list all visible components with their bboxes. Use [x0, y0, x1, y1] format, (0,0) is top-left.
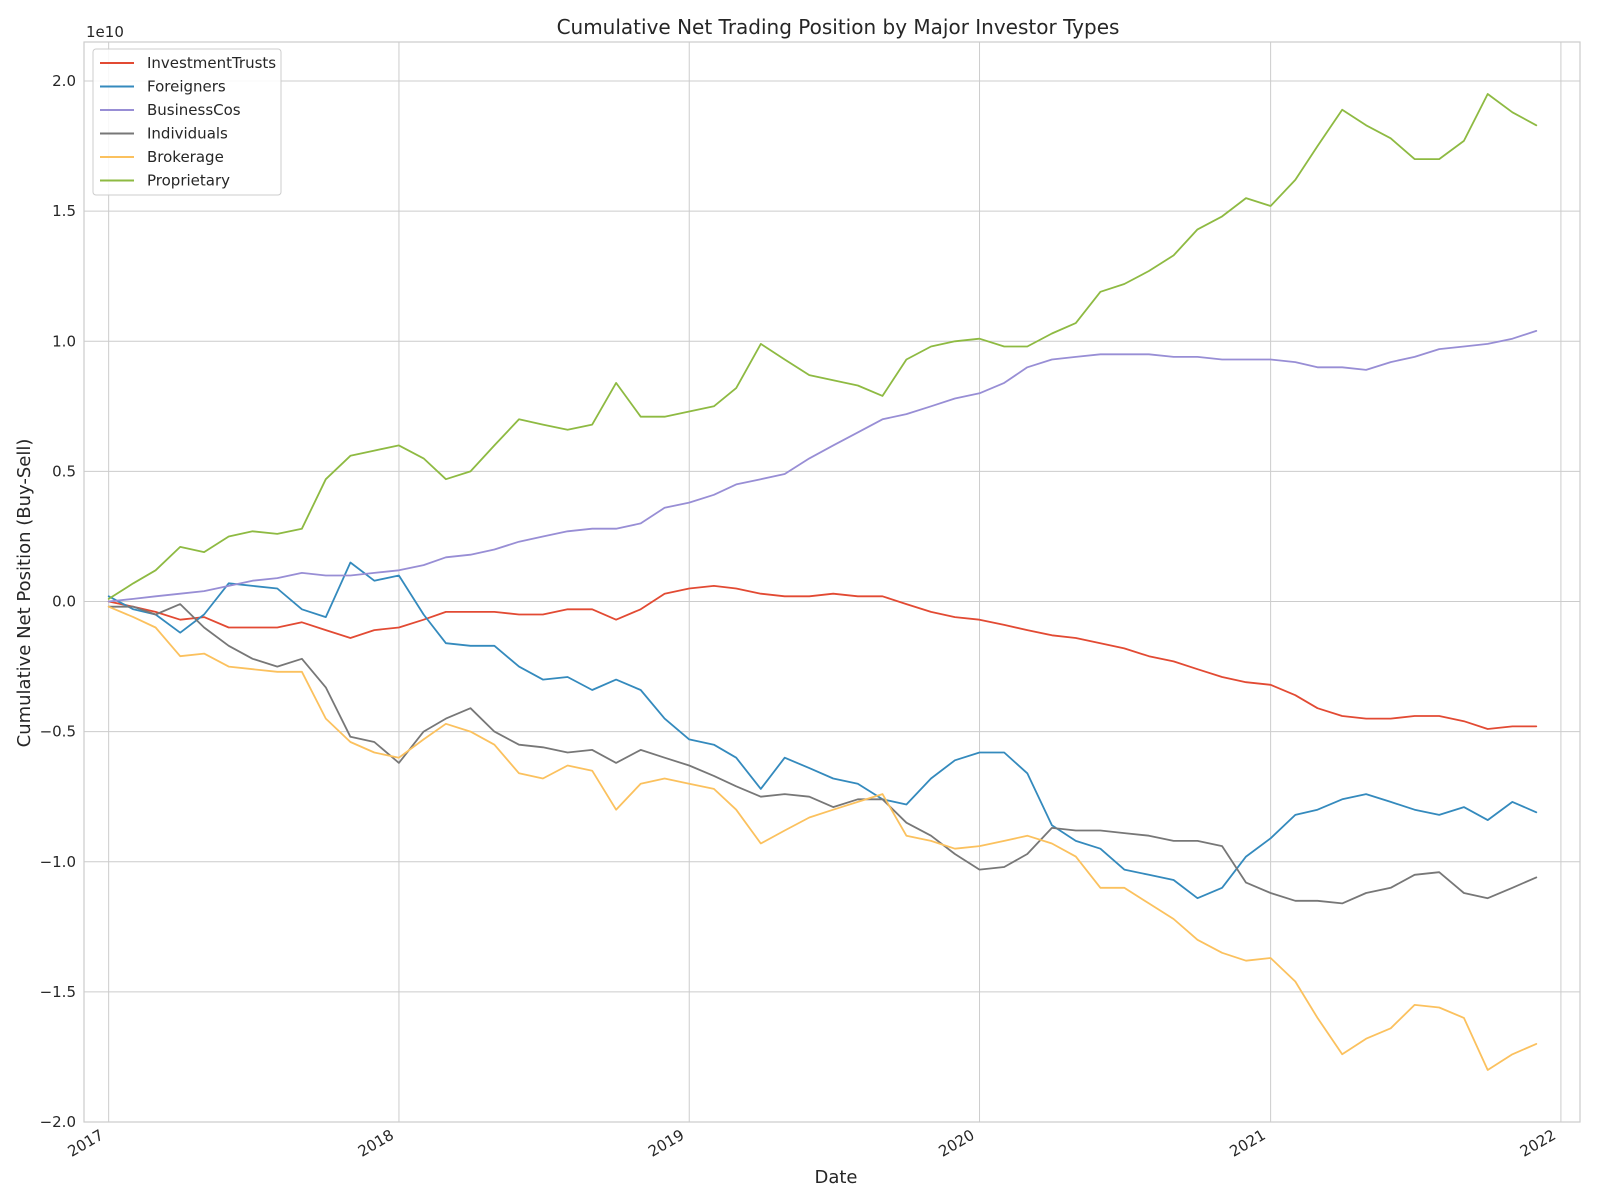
legend: InvestmentTrusts Foreigners BusinessCos Ind…: [92, 48, 282, 196]
series-line-individuals: [107, 603, 1538, 905]
legend-label: Brokerage: [147, 148, 224, 166]
y-tick-label: 2.0: [52, 72, 76, 90]
plot-area: [83, 41, 1581, 1123]
legend-label: Proprietary: [147, 172, 230, 190]
y-tick-label: 1.0: [52, 332, 76, 350]
series-lines: [107, 93, 1538, 1071]
series-line-proprietary: [107, 93, 1538, 600]
y-tick-label: −1.0: [40, 853, 76, 871]
plot-frame: [83, 41, 1581, 1123]
y-tick-label: −2.0: [40, 1113, 76, 1131]
legend-label: BusinessCos: [147, 101, 241, 119]
y-tick-label: 0.5: [52, 462, 76, 480]
legend-label: Individuals: [147, 125, 228, 143]
y-axis-label: Cumulative Net Position (Buy-Sell): [14, 439, 35, 748]
y-tick-label: 1.5: [52, 202, 76, 220]
y-tick-label: −0.5: [40, 723, 76, 741]
series-line-brokerage: [107, 605, 1538, 1071]
legend-label: InvestmentTrusts: [147, 54, 276, 72]
y-tick-label: −1.5: [40, 983, 76, 1001]
y-tick-label: 0.0: [52, 593, 76, 611]
plot-background: [84, 42, 1580, 1122]
x-axis-label: Date: [814, 1167, 857, 1188]
y-axis-ticks: −2.0 −1.5 −1.0 −0.5 0.0 0.5 1.0 1.5 2.0: [40, 72, 76, 1131]
y-offset-label: 1e10: [86, 23, 124, 41]
legend-label: Foreigners: [147, 78, 226, 96]
series-line-foreigners: [107, 561, 1538, 900]
series-line-businesscos: [107, 329, 1538, 603]
legend-items: InvestmentTrusts Foreigners BusinessCos Ind…: [100, 54, 276, 190]
series-line-investmenttrusts: [107, 585, 1538, 730]
legend-box: [92, 48, 282, 196]
grid: [84, 42, 1580, 1123]
chart-title: Cumulative Net Trading Position by Major…: [557, 15, 1120, 39]
